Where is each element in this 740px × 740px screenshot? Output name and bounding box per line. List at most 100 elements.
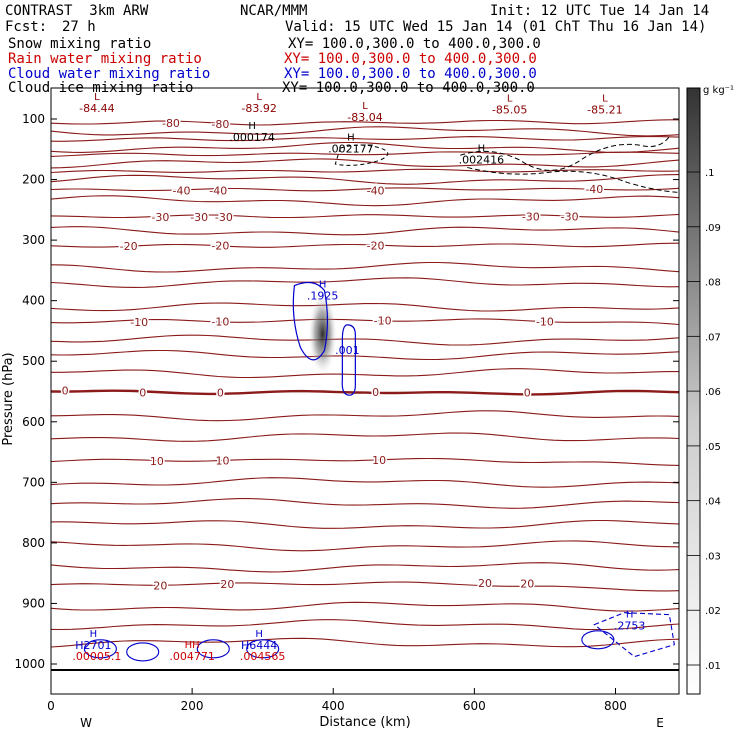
contour-line bbox=[51, 619, 679, 631]
snow-shading bbox=[308, 293, 337, 374]
extremum-value: H6444 bbox=[241, 639, 277, 652]
contour-line bbox=[51, 519, 679, 529]
contour-line bbox=[51, 261, 679, 273]
field-snow-name: Snow mixing ratio bbox=[8, 36, 152, 52]
extremum-mark: L bbox=[362, 101, 368, 112]
y-tick-label: 400 bbox=[22, 294, 45, 308]
contour-line bbox=[51, 498, 679, 509]
contour-label: 20 bbox=[220, 578, 234, 591]
contour-label: 0 bbox=[139, 387, 146, 400]
plot-frame bbox=[50, 87, 680, 695]
extremum-mark: H bbox=[347, 132, 355, 143]
colorbar: .01 .02 .03 .04 .05 .06 .07 .08 .09 .1 bbox=[686, 87, 721, 695]
contour-label: -20 bbox=[211, 240, 229, 253]
contour-line bbox=[51, 141, 679, 153]
extremum-value: .001 bbox=[335, 344, 360, 357]
extremum-value: .004565 bbox=[240, 650, 286, 663]
y-axis-label: Pressure (hPa) bbox=[1, 352, 16, 445]
cloud-water-contour-small bbox=[341, 324, 356, 396]
colorbar-tick-label: .05 bbox=[705, 442, 721, 453]
x-tick-label: 200 bbox=[181, 699, 204, 713]
contour-label: -80 bbox=[162, 117, 180, 130]
contour-label: -30 bbox=[190, 211, 208, 224]
extremum-mark: HH bbox=[185, 640, 200, 651]
cloud-water-contour bbox=[292, 281, 329, 361]
contour-label: 20 bbox=[478, 577, 492, 590]
y-tick-label: 100 bbox=[22, 112, 45, 126]
extremum-value: -85.05 bbox=[492, 104, 527, 117]
contour-label: -10 bbox=[130, 316, 148, 329]
contour-20 bbox=[51, 581, 679, 592]
colorbar-tick-label: .01 bbox=[705, 661, 721, 672]
contour-10 bbox=[51, 457, 679, 466]
contour-line bbox=[51, 158, 679, 169]
contour-label: 10 bbox=[150, 455, 164, 468]
temperature-contours bbox=[51, 119, 679, 672]
contour-label: -80 bbox=[211, 118, 229, 131]
x-tick-label: 600 bbox=[463, 699, 486, 713]
extremum-value: -84.44 bbox=[79, 102, 114, 115]
contour--80 bbox=[51, 119, 679, 126]
x-end-label-east: E bbox=[656, 716, 664, 730]
colorbar-tick-label: .04 bbox=[705, 497, 721, 508]
contour-line bbox=[51, 334, 679, 346]
contour-label: -30 bbox=[522, 210, 540, 223]
extremum-value: .002177 bbox=[328, 142, 374, 155]
contour-label: -30 bbox=[151, 211, 169, 224]
y-tick-label: 900 bbox=[22, 596, 45, 610]
y-tick-label: 300 bbox=[22, 233, 45, 247]
contour-label: 0 bbox=[62, 384, 69, 397]
contour-label: -40 bbox=[209, 184, 227, 197]
contour-label: 0 bbox=[217, 387, 224, 400]
contour-line bbox=[51, 349, 679, 361]
extremum-mark: L bbox=[507, 94, 513, 105]
extremum-value: H2701 bbox=[75, 639, 111, 652]
contour-line bbox=[51, 637, 679, 648]
x-tick-label: 800 bbox=[604, 699, 627, 713]
cloud-water-dashed bbox=[593, 612, 675, 658]
extremum-mark: H bbox=[319, 280, 327, 291]
contour-label: 20 bbox=[153, 579, 167, 592]
colorbar-tick-label: .07 bbox=[705, 332, 721, 343]
colorbar-tick-label: .1 bbox=[705, 168, 715, 179]
near-surface-cloud-contour bbox=[246, 639, 280, 659]
field-cloudwater-xy: XY= 100.0,300.0 to 400.0,300.0 bbox=[284, 66, 537, 82]
near-surface-cloud-contour bbox=[196, 639, 230, 659]
contour-label: -30 bbox=[561, 210, 579, 223]
x-tick-label: 0 bbox=[47, 699, 55, 713]
y-tick-label: 700 bbox=[22, 475, 45, 489]
contour--60 bbox=[51, 151, 679, 157]
model-title: CONTRAST 3km ARW bbox=[5, 3, 149, 19]
extremum-mark: H bbox=[248, 121, 256, 132]
field-rain-name: Rain water mixing ratio bbox=[8, 51, 202, 67]
contour-label: -10 bbox=[536, 315, 554, 328]
contour-line bbox=[51, 368, 679, 379]
contour-label: -40 bbox=[585, 183, 603, 196]
extremum-mark: L bbox=[602, 94, 608, 105]
contour--50 bbox=[51, 168, 679, 174]
colorbar-tick-label: .03 bbox=[705, 551, 721, 562]
field-snow-xy: XY= 100.0,300.0 to 400.0,300.0 bbox=[288, 36, 541, 52]
contour-line bbox=[51, 477, 679, 488]
colorbar-tick-label: .09 bbox=[705, 223, 721, 234]
contour-line bbox=[51, 126, 679, 137]
contour-line bbox=[51, 277, 679, 288]
contour--10 bbox=[51, 318, 679, 326]
contour-label: 0 bbox=[372, 386, 379, 399]
extremum-mark: H bbox=[626, 610, 634, 621]
contour-label: 10 bbox=[215, 455, 229, 468]
contour-line bbox=[51, 302, 679, 312]
extremum-mark: H bbox=[90, 629, 98, 640]
extremum-value: -83.04 bbox=[347, 111, 382, 124]
extremum-mark: H bbox=[478, 143, 486, 154]
contour-label: -30 bbox=[215, 211, 233, 224]
near-surface-cloud-contour bbox=[83, 639, 117, 659]
cloud-ice-contour-right bbox=[460, 135, 679, 193]
y-tick-label: 1000 bbox=[14, 657, 45, 671]
extremum-mark: H bbox=[255, 629, 263, 640]
y-tick-label: 200 bbox=[22, 173, 45, 187]
extremum-value: .000174 bbox=[229, 131, 275, 144]
moisture-features bbox=[83, 135, 679, 662]
